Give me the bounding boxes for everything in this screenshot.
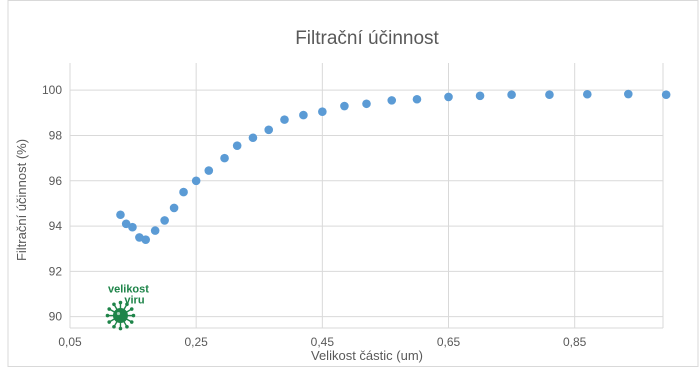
- data-points: [116, 89, 671, 244]
- data-point: [248, 133, 258, 143]
- virus-spike-tip: [131, 313, 136, 318]
- y-tick-label: 96: [49, 174, 63, 188]
- x-tick-label: 0,25: [184, 335, 208, 349]
- data-point: [318, 107, 327, 116]
- data-point: [150, 226, 160, 235]
- x-tick-labels: 0,05 0,25 0,45 0,65 0,85: [58, 335, 586, 349]
- x-tick-label: 0,65: [437, 335, 461, 349]
- data-point: [475, 91, 485, 101]
- virus-spike-tip: [112, 302, 116, 307]
- data-point: [661, 90, 671, 100]
- virus-spike-tip: [125, 302, 129, 307]
- virus-body: [112, 308, 128, 324]
- x-gridlines: [69, 63, 576, 328]
- annotation-label-line2: viru: [124, 295, 144, 307]
- data-point: [141, 235, 151, 244]
- y-axis-label: Filtrační účinnost (%): [14, 139, 29, 261]
- data-point: [169, 203, 179, 213]
- data-point: [507, 90, 516, 100]
- virus-highlight: [116, 311, 121, 316]
- virus-spike-tip: [107, 307, 112, 311]
- data-point: [128, 222, 137, 232]
- data-point: [299, 110, 308, 120]
- data-point: [624, 89, 633, 99]
- virus-size-annotation: velikost viru: [105, 284, 149, 331]
- x-tick-label: 0,85: [563, 335, 587, 349]
- virus-icon: [105, 300, 136, 331]
- data-point: [582, 89, 592, 99]
- virus-spike-tip: [118, 300, 123, 305]
- data-point: [340, 101, 349, 111]
- data-point: [387, 96, 397, 105]
- virus-spike-tip: [129, 307, 134, 311]
- y-tick-label: 98: [49, 128, 63, 142]
- virus-spike-tip: [129, 320, 134, 324]
- virus-spike-tip: [118, 326, 123, 331]
- data-point: [179, 187, 188, 197]
- data-point: [191, 176, 201, 186]
- y-tick-label: 92: [49, 264, 63, 278]
- plot-area: [70, 63, 664, 329]
- chart-area-border: [7, 0, 699, 367]
- data-point: [264, 125, 274, 135]
- data-point: [444, 92, 453, 102]
- data-point: [121, 219, 131, 229]
- x-axis-label: Velikost částic (um): [311, 348, 423, 363]
- data-point: [220, 153, 229, 163]
- data-point: [232, 141, 242, 150]
- x-tick-label: 0,45: [311, 335, 335, 349]
- y-tick-label: 100: [42, 83, 62, 97]
- data-point: [412, 94, 422, 104]
- y-gridlines: [70, 89, 663, 318]
- virus-spike-tip: [105, 313, 110, 318]
- y-tick-label: 90: [49, 310, 63, 324]
- data-point: [204, 166, 214, 175]
- annotation-label-line1: velikost: [108, 284, 149, 296]
- x-tick-label: 0,05: [58, 335, 82, 349]
- virus-spike-tip: [107, 320, 112, 324]
- y-tick-labels: 90 92 94 96 98 100: [42, 83, 62, 323]
- data-point: [116, 210, 125, 220]
- data-point: [280, 115, 289, 124]
- virus-spike-tip: [112, 325, 116, 329]
- y-tick-label: 94: [49, 219, 63, 233]
- virus-spike-tip: [125, 325, 129, 329]
- data-point: [362, 99, 371, 109]
- data-point: [160, 216, 169, 225]
- data-point: [545, 90, 554, 100]
- chart-title: Filtrační účinnost: [295, 28, 439, 49]
